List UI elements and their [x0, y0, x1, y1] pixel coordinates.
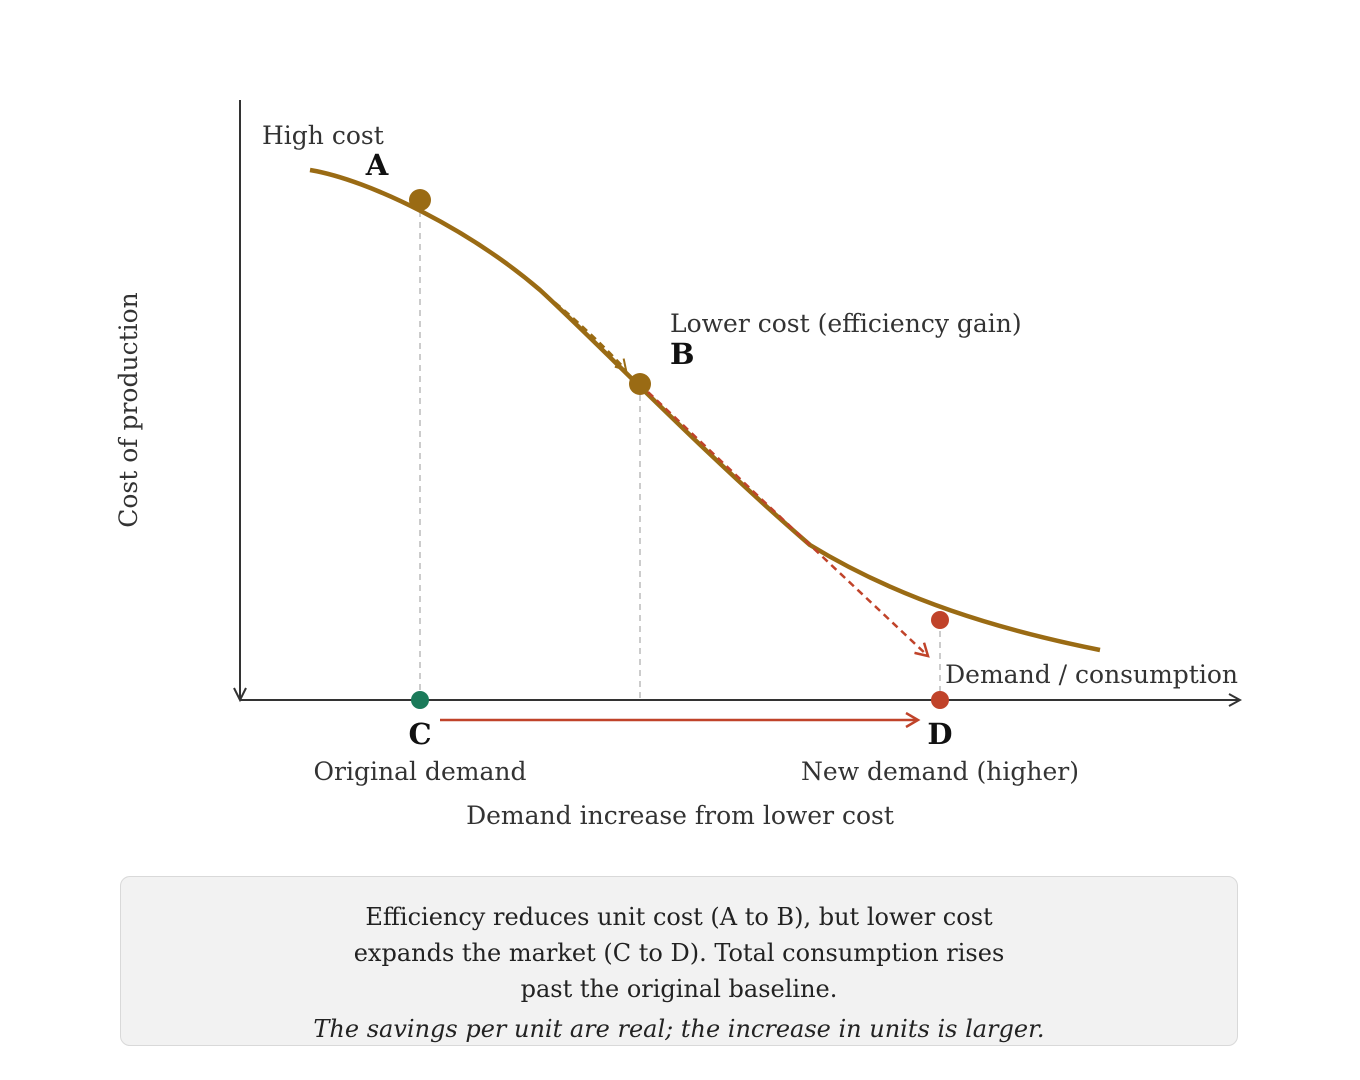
point-d-letter: D: [927, 717, 952, 751]
point-a-label: High cost: [262, 121, 384, 150]
demand-shift-label: Demand increase from lower cost: [466, 801, 894, 830]
point-c-label: Original demand: [314, 757, 527, 786]
point-a-marker: [409, 189, 431, 211]
caption-line-2: expands the market (C to D). Total consu…: [353, 939, 1005, 967]
efficiency-arrow: [447, 223, 628, 372]
caption-note: The savings per unit are real; the incre…: [313, 1015, 1045, 1043]
caption-line-3: past the original baseline.: [520, 975, 838, 1003]
caption-line-1: Efficiency reduces unit cost (A to B), b…: [365, 903, 993, 931]
x-axis-label: Demand / consumption: [945, 660, 1238, 689]
point-b-letter: B: [670, 337, 695, 371]
point-rebound-marker: [931, 611, 949, 629]
y-axis-label: Cost of production: [114, 292, 143, 528]
point-d-label: New demand (higher): [801, 757, 1079, 786]
point-b-marker: [629, 373, 651, 395]
point-b-label: Lower cost (efficiency gain): [670, 309, 1022, 338]
caption-box: Efficiency reduces unit cost (A to B), b…: [120, 876, 1238, 1046]
rebound-arrow: [647, 391, 928, 656]
point-d-marker: [931, 691, 949, 709]
rebound-effect-diagram: Cost of production Demand / consumption …: [114, 100, 1360, 830]
cost-curve: [309, 167, 1101, 653]
point-c-letter: C: [408, 717, 431, 751]
point-a-letter: A: [365, 148, 389, 182]
point-c-marker: [411, 691, 429, 709]
